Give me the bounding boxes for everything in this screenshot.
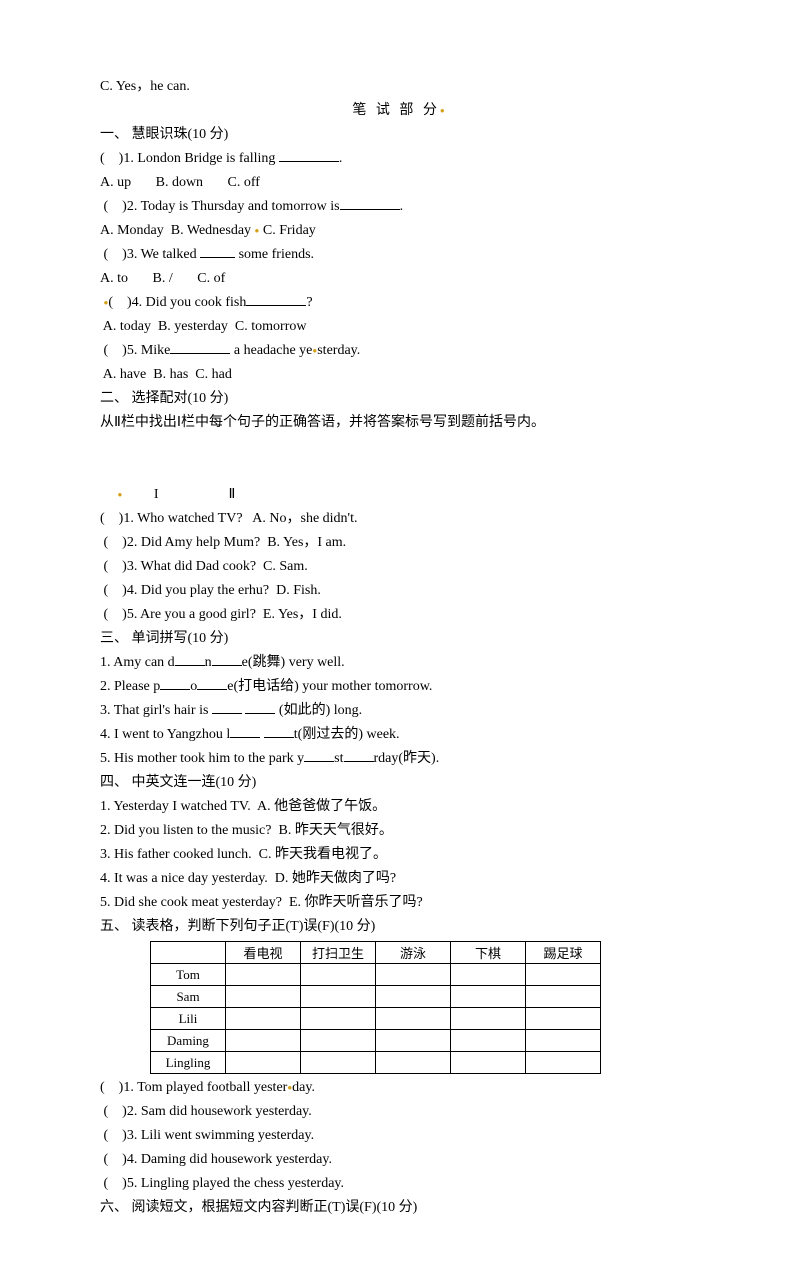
sec6-title: 六、 阅读短文，根据短文内容判断正(T)误(F)(10 分) <box>100 1196 700 1220</box>
sec1-q2: ( )2. Today is Thursday and tomorrow is. <box>100 195 700 219</box>
sec2-q5: ( )5. Are you a good girl? E. Yes，I did. <box>100 603 700 627</box>
table-cell <box>376 964 451 986</box>
table-cell <box>451 1052 526 1074</box>
section-header: 笔 试 部 分● <box>100 99 700 123</box>
sec5-q1: ( )1. Tom played football yester●day. <box>100 1076 700 1100</box>
sec2-header: ● I Ⅱ <box>100 483 700 507</box>
sec2-q2: ( )2. Did Amy help Mum? B. Yes，I am. <box>100 531 700 555</box>
table-header-cell: 下棋 <box>451 942 526 964</box>
table-row: Sam <box>151 986 601 1008</box>
table-cell <box>376 1030 451 1052</box>
table-cell <box>301 1008 376 1030</box>
table-name-cell: Lingling <box>151 1052 226 1074</box>
table-cell <box>226 1008 301 1030</box>
top-answer: C. Yes，he can. <box>100 75 700 99</box>
table-cell <box>226 964 301 986</box>
table-name-cell: Sam <box>151 986 226 1008</box>
table-cell <box>526 1052 601 1074</box>
table-header-cell: 打扫卫生 <box>301 942 376 964</box>
table-cell <box>226 1052 301 1074</box>
table-cell <box>526 964 601 986</box>
table-header-row: 看电视 打扫卫生 游泳 下棋 踢足球 <box>151 942 601 964</box>
sec4-q1: 1. Yesterday I watched TV. A. 他爸爸做了午饭。 <box>100 795 700 819</box>
table-header-cell: 踢足球 <box>526 942 601 964</box>
sec5-q2: ( )2. Sam did housework yesterday. <box>100 1100 700 1124</box>
sec4-q4: 4. It was a nice day yesterday. D. 她昨天做肉… <box>100 867 700 891</box>
sec1-q3: ( )3. We talked some friends. <box>100 243 700 267</box>
sec1-q1: ( )1. London Bridge is falling . <box>100 147 700 171</box>
activity-table: 看电视 打扫卫生 游泳 下棋 踢足球 Tom Sam Lili Daming L… <box>150 941 601 1074</box>
table-row: Lili <box>151 1008 601 1030</box>
sec3-title: 三、 单词拼写(10 分) <box>100 627 700 651</box>
sec5-q3: ( )3. Lili went swimming yesterday. <box>100 1124 700 1148</box>
sec4-q5: 5. Did she cook meat yesterday? E. 你昨天听音… <box>100 891 700 915</box>
sec2-q4: ( )4. Did you play the erhu? D. Fish. <box>100 579 700 603</box>
sec5-q4: ( )4. Daming did housework yesterday. <box>100 1148 700 1172</box>
table-cell <box>376 1052 451 1074</box>
sec3-q2: 2. Please poe(打电话给) your mother tomorrow… <box>100 675 700 699</box>
sec1-q3-opts: A. to B. / C. of <box>100 267 700 291</box>
table-cell <box>451 986 526 1008</box>
table-header-cell: 看电视 <box>226 942 301 964</box>
sec3-q3: 3. That girl's hair is (如此的) long. <box>100 699 700 723</box>
sec4-q3: 3. His father cooked lunch. C. 昨天我看电视了。 <box>100 843 700 867</box>
table-cell <box>526 1030 601 1052</box>
table-cell <box>301 1052 376 1074</box>
table-row: Tom <box>151 964 601 986</box>
table-row: Lingling <box>151 1052 601 1074</box>
table-cell <box>526 1008 601 1030</box>
table-cell <box>451 1008 526 1030</box>
table-cell <box>451 964 526 986</box>
sec5-title: 五、 读表格，判断下列句子正(T)误(F)(10 分) <box>100 915 700 939</box>
table-cell <box>301 964 376 986</box>
table-row: Daming <box>151 1030 601 1052</box>
sec1-q5-opts: A. have B. has C. had <box>100 363 700 387</box>
table-cell <box>301 1030 376 1052</box>
sec4-q2: 2. Did you listen to the music? B. 昨天天气很… <box>100 819 700 843</box>
sec1-q2-opts: A. Monday B. Wednesday ● C. Friday <box>100 219 700 243</box>
table-name-cell: Lili <box>151 1008 226 1030</box>
sec3-q1: 1. Amy can dne(跳舞) very well. <box>100 651 700 675</box>
sec3-q5: 5. His mother took him to the park ystrd… <box>100 747 700 771</box>
sec1-q5: ( )5. Mike a headache ye●sterday. <box>100 339 700 363</box>
table-cell <box>376 1008 451 1030</box>
sec5-q5: ( )5. Lingling played the chess yesterda… <box>100 1172 700 1196</box>
sec3-q4: 4. I went to Yangzhou l t(刚过去的) week. <box>100 723 700 747</box>
sec2-title: 二、 选择配对(10 分) <box>100 387 700 411</box>
table-name-cell: Tom <box>151 964 226 986</box>
sec2-intro: 从Ⅱ栏中找出Ⅰ栏中每个句子的正确答语，并将答案标号写到题前括号内。 <box>100 411 700 435</box>
table-name-cell: Daming <box>151 1030 226 1052</box>
table-cell <box>301 986 376 1008</box>
table-cell <box>226 986 301 1008</box>
sec2-q3: ( )3. What did Dad cook? C. Sam. <box>100 555 700 579</box>
sec1-title: 一、 慧眼识珠(10 分) <box>100 123 700 147</box>
sec1-q1-opts: A. up B. down C. off <box>100 171 700 195</box>
sec1-q4: ●( )4. Did you cook fish? <box>100 291 700 315</box>
table-cell <box>451 1030 526 1052</box>
sec2-q1: ( )1. Who watched TV? A. No，she didn't. <box>100 507 700 531</box>
sec4-title: 四、 中英文连一连(10 分) <box>100 771 700 795</box>
sec1-q4-opts: A. today B. yesterday C. tomorrow <box>100 315 700 339</box>
table-cell <box>376 986 451 1008</box>
table-cell <box>526 986 601 1008</box>
table-header-cell: 游泳 <box>376 942 451 964</box>
table-cell <box>226 1030 301 1052</box>
table-header-cell <box>151 942 226 964</box>
